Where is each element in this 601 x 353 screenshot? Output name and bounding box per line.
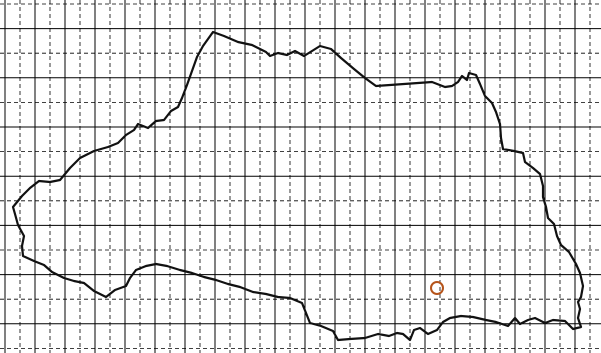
location-marker[interactable] — [430, 281, 444, 295]
region-outline — [11, 30, 585, 342]
